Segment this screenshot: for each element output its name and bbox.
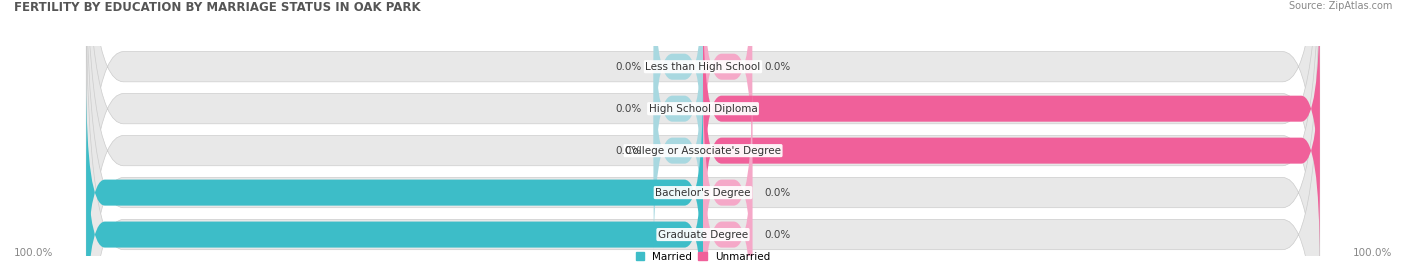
Text: Source: ZipAtlas.com: Source: ZipAtlas.com bbox=[1288, 1, 1392, 11]
FancyBboxPatch shape bbox=[86, 80, 703, 269]
Text: 100.0%: 100.0% bbox=[1329, 146, 1372, 156]
FancyBboxPatch shape bbox=[654, 0, 703, 180]
Text: Less than High School: Less than High School bbox=[645, 62, 761, 72]
FancyBboxPatch shape bbox=[654, 0, 703, 222]
Text: 100.0%: 100.0% bbox=[1353, 248, 1392, 258]
FancyBboxPatch shape bbox=[86, 0, 1320, 269]
FancyBboxPatch shape bbox=[703, 122, 752, 269]
Text: 0.0%: 0.0% bbox=[765, 187, 792, 198]
Text: 100.0%: 100.0% bbox=[1329, 104, 1372, 114]
Text: 100.0%: 100.0% bbox=[34, 187, 77, 198]
FancyBboxPatch shape bbox=[703, 80, 752, 269]
FancyBboxPatch shape bbox=[654, 38, 703, 264]
FancyBboxPatch shape bbox=[86, 0, 1320, 269]
FancyBboxPatch shape bbox=[703, 38, 1320, 264]
Text: FERTILITY BY EDUCATION BY MARRIAGE STATUS IN OAK PARK: FERTILITY BY EDUCATION BY MARRIAGE STATU… bbox=[14, 1, 420, 14]
Text: 0.0%: 0.0% bbox=[765, 229, 792, 240]
FancyBboxPatch shape bbox=[86, 0, 1320, 269]
Text: 0.0%: 0.0% bbox=[614, 104, 641, 114]
Text: High School Diploma: High School Diploma bbox=[648, 104, 758, 114]
Text: College or Associate's Degree: College or Associate's Degree bbox=[626, 146, 780, 156]
Text: 100.0%: 100.0% bbox=[14, 248, 53, 258]
Text: 0.0%: 0.0% bbox=[765, 62, 792, 72]
Text: Bachelor's Degree: Bachelor's Degree bbox=[655, 187, 751, 198]
FancyBboxPatch shape bbox=[86, 0, 1320, 269]
FancyBboxPatch shape bbox=[86, 0, 1320, 269]
FancyBboxPatch shape bbox=[703, 0, 1320, 222]
FancyBboxPatch shape bbox=[86, 122, 703, 269]
Text: 100.0%: 100.0% bbox=[34, 229, 77, 240]
Text: Graduate Degree: Graduate Degree bbox=[658, 229, 748, 240]
Legend: Married, Unmarried: Married, Unmarried bbox=[634, 250, 772, 264]
FancyBboxPatch shape bbox=[703, 0, 752, 180]
Text: 0.0%: 0.0% bbox=[614, 62, 641, 72]
Text: 0.0%: 0.0% bbox=[614, 146, 641, 156]
